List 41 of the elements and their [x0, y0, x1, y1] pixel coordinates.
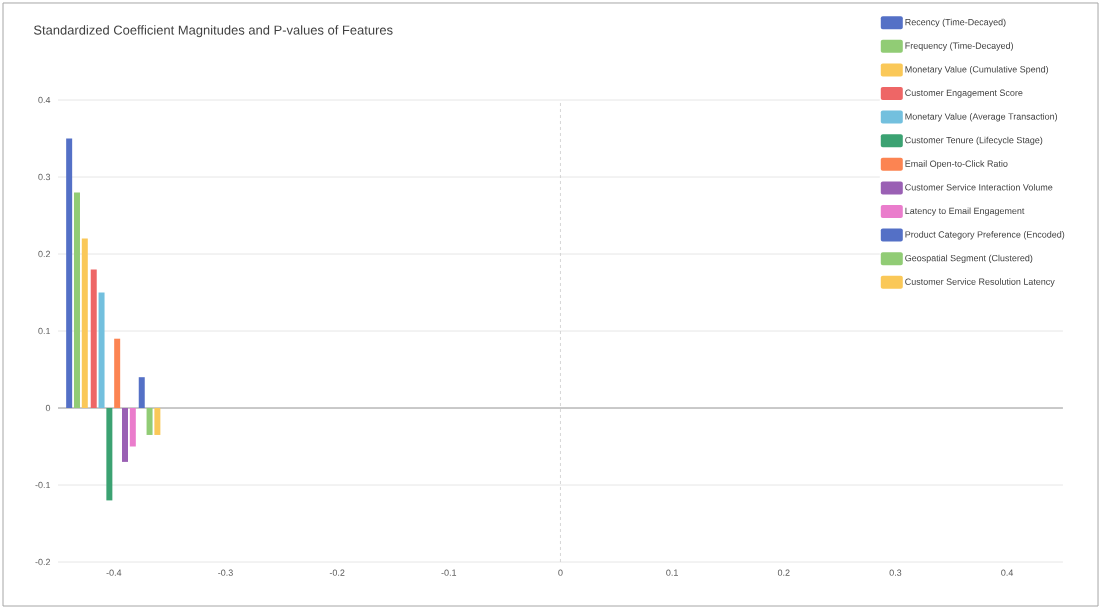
bar [106, 408, 113, 501]
bar [66, 138, 73, 408]
legend-label: Customer Engagement Score [905, 89, 1023, 98]
y-tick-label: -0.2 [35, 558, 51, 566]
y-tick-label: 0 [45, 404, 51, 412]
bar [73, 192, 80, 408]
bar [122, 408, 128, 462]
bar [146, 408, 153, 435]
legend-label: Latency to Email Engagement [905, 207, 1025, 216]
bar [138, 377, 145, 408]
x-tick-label: -0.3 [218, 569, 233, 576]
chart-title: Standardized Coefficient Magnitudes and P-values of Features [33, 25, 393, 38]
x-tick-label: 0 [558, 569, 563, 576]
legend-label: Frequency (Time-Decayed) [905, 42, 1014, 51]
x-tick-label: 0.2 [777, 569, 790, 576]
legend-label: Customer Tenure (Lifecycle Stage) [905, 136, 1043, 146]
y-tick-label: 0.1 [38, 327, 51, 335]
y-tick-label: 0.4 [38, 96, 51, 104]
bar [114, 338, 121, 408]
legend-label: Product Category Preference (Encoded) [905, 231, 1065, 240]
y-tick-label: 0.3 [38, 173, 51, 181]
x-tick-label: 0.3 [889, 569, 902, 576]
legend-label: Recency (Time-Decayed) [905, 18, 1006, 28]
legend-label: Email Open-to-Click Ratio [905, 160, 1008, 169]
x-tick-label: -0.4 [106, 569, 122, 576]
bar [129, 408, 136, 447]
legend-label: Customer Service Resolution Latency [905, 278, 1055, 287]
bar [90, 269, 97, 408]
legend-label: Monetary Value (Cumulative Spend) [905, 65, 1049, 75]
x-tick-label: 0.1 [666, 569, 678, 576]
y-tick-label: -0.1 [35, 481, 51, 489]
bar [81, 238, 88, 408]
legend-label: Geospatial Segment (Clustered) [905, 254, 1033, 264]
x-tick-label: -0.1 [441, 569, 457, 576]
x-tick-label: 0.4 [1001, 569, 1014, 576]
legend-label: Customer Service Interaction Volume [905, 183, 1053, 191]
y-tick-label: 0.2 [38, 250, 51, 258]
bar [98, 292, 105, 408]
legend-label: Monetary Value (Average Transaction) [905, 113, 1058, 122]
bar [154, 408, 161, 435]
x-tick-label: -0.2 [329, 569, 345, 576]
